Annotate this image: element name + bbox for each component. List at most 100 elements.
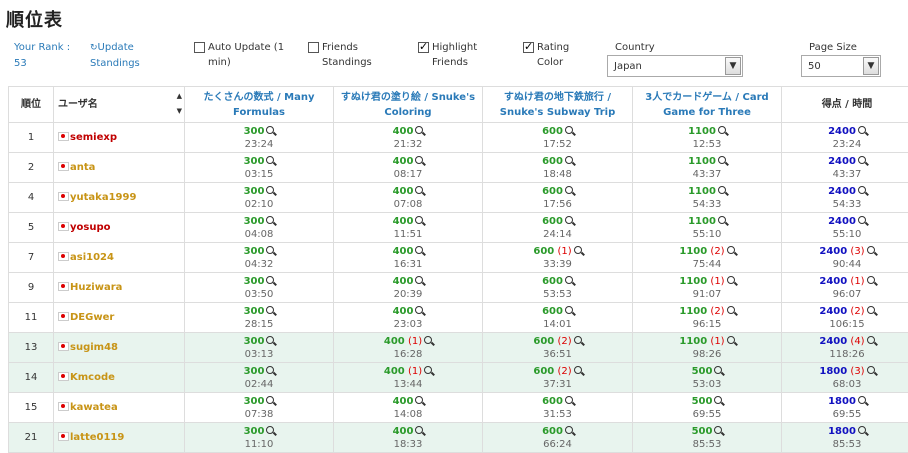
magnifier-icon[interactable]	[858, 216, 866, 224]
auto-update-checkbox[interactable]: Auto Update (1 min)	[194, 40, 286, 70]
magnifier-icon[interactable]	[574, 336, 582, 344]
magnifier-icon[interactable]	[858, 156, 866, 164]
magnifier-icon[interactable]	[266, 276, 274, 284]
magnifier-icon[interactable]	[867, 306, 875, 314]
magnifier-icon[interactable]	[415, 186, 423, 194]
chevron-down-icon[interactable]: ▼	[725, 57, 741, 75]
user-name-link[interactable]: DEGwer	[70, 312, 114, 323]
magnifier-icon[interactable]	[415, 246, 423, 254]
user-name-link[interactable]: semiexp	[70, 132, 117, 143]
magnifier-icon[interactable]	[718, 126, 726, 134]
magnifier-icon[interactable]	[565, 426, 573, 434]
checkbox-icon[interactable]	[523, 42, 534, 53]
magnifier-icon[interactable]	[727, 276, 735, 284]
magnifier-icon[interactable]	[727, 306, 735, 314]
magnifier-icon[interactable]	[718, 156, 726, 164]
magnifier-icon[interactable]	[565, 306, 573, 314]
your-rank: Your Rank : 53	[14, 40, 70, 71]
magnifier-icon[interactable]	[266, 186, 274, 194]
magnifier-icon[interactable]	[714, 366, 722, 374]
chevron-down-icon[interactable]: ▼	[863, 57, 879, 75]
problem-score-cell: 1100 (1)91:07	[633, 273, 782, 303]
magnifier-icon[interactable]	[718, 216, 726, 224]
magnifier-icon[interactable]	[858, 396, 866, 404]
magnifier-icon[interactable]	[574, 246, 582, 254]
magnifier-icon[interactable]	[415, 216, 423, 224]
magnifier-icon[interactable]	[266, 396, 274, 404]
magnifier-icon[interactable]	[424, 366, 432, 374]
magnifier-icon[interactable]	[565, 396, 573, 404]
user-name-link[interactable]: Kmcode	[70, 372, 115, 383]
magnifier-icon[interactable]	[574, 366, 582, 374]
user-name-link[interactable]: latte0119	[70, 432, 124, 443]
magnifier-icon[interactable]	[266, 126, 274, 134]
magnifier-icon[interactable]	[714, 396, 722, 404]
page-size-select[interactable]: 50 ▼	[801, 55, 881, 77]
magnifier-icon[interactable]	[266, 336, 274, 344]
magnifier-icon[interactable]	[867, 246, 875, 254]
score-value: 1100	[688, 156, 716, 167]
column-header-problem-1[interactable]: たくさんの数式 / Many Formulas	[185, 87, 334, 123]
checkbox-icon[interactable]	[308, 42, 319, 53]
column-header-user[interactable]: ユーザ名 ▲▼	[54, 87, 185, 123]
checkbox-icon[interactable]	[418, 42, 429, 53]
submit-time: 28:15	[185, 318, 333, 331]
magnifier-icon[interactable]	[858, 186, 866, 194]
total-score-cell: 2400 (3)90:44	[782, 243, 908, 273]
magnifier-icon[interactable]	[565, 216, 573, 224]
friends-standings-checkbox[interactable]: Friends Standings	[308, 40, 378, 70]
highlight-friends-checkbox[interactable]: Highlight Friends	[418, 40, 488, 70]
your-rank-value[interactable]: 53	[14, 56, 70, 71]
user-name-link[interactable]: anta	[70, 162, 95, 173]
magnifier-icon[interactable]	[424, 336, 432, 344]
user-name-link[interactable]: yutaka1999	[70, 192, 136, 203]
magnifier-icon[interactable]	[718, 186, 726, 194]
magnifier-icon[interactable]	[867, 336, 875, 344]
column-header-rank[interactable]: 順位	[9, 87, 54, 123]
magnifier-icon[interactable]	[266, 216, 274, 224]
magnifier-icon[interactable]	[714, 426, 722, 434]
magnifier-icon[interactable]	[266, 246, 274, 254]
magnifier-icon[interactable]	[727, 336, 735, 344]
magnifier-icon[interactable]	[415, 156, 423, 164]
magnifier-icon[interactable]	[415, 126, 423, 134]
magnifier-icon[interactable]	[266, 426, 274, 434]
magnifier-icon[interactable]	[867, 366, 875, 374]
total-time: 54:33	[782, 198, 908, 211]
magnifier-icon[interactable]	[266, 306, 274, 314]
magnifier-icon[interactable]	[415, 396, 423, 404]
user-name-link[interactable]: asi1024	[70, 252, 114, 263]
country-select[interactable]: Japan ▼	[607, 55, 743, 77]
column-header-problem-2[interactable]: すぬけ君の塗り絵 / Snuke's Coloring	[334, 87, 483, 123]
total-time: 118:26	[782, 348, 908, 361]
rating-color-checkbox[interactable]: Rating Color	[523, 40, 583, 70]
magnifier-icon[interactable]	[415, 426, 423, 434]
user-name-link[interactable]: sugim48	[70, 342, 118, 353]
column-header-problem-4[interactable]: 3人でカードゲーム / Card Game for Three	[633, 87, 782, 123]
magnifier-icon[interactable]	[415, 306, 423, 314]
update-standings-button[interactable]: ↻Update Standings	[90, 40, 150, 71]
magnifier-icon[interactable]	[858, 126, 866, 134]
column-header-problem-3[interactable]: すぬけ君の地下鉄旅行 / Snuke's Subway Trip	[483, 87, 633, 123]
magnifier-icon[interactable]	[727, 246, 735, 254]
magnifier-icon[interactable]	[867, 276, 875, 284]
user-name-link[interactable]: kawatea	[70, 402, 118, 413]
total-time: 55:10	[782, 228, 908, 241]
magnifier-icon[interactable]	[858, 426, 866, 434]
user-name-link[interactable]: Huziwara	[70, 282, 122, 293]
sort-arrow-icon[interactable]: ▲▼	[177, 89, 182, 119]
magnifier-icon[interactable]	[415, 276, 423, 284]
checkbox-icon[interactable]	[194, 42, 205, 53]
total-score-value: 2400	[819, 306, 847, 317]
column-header-total[interactable]: 得点 / 時間	[782, 87, 908, 123]
magnifier-icon[interactable]	[565, 276, 573, 284]
magnifier-icon[interactable]	[266, 156, 274, 164]
magnifier-icon[interactable]	[565, 126, 573, 134]
magnifier-icon[interactable]	[266, 366, 274, 374]
magnifier-icon[interactable]	[565, 156, 573, 164]
user-name-link[interactable]: yosupo	[70, 222, 111, 233]
magnifier-icon[interactable]	[565, 186, 573, 194]
score-value: 300	[244, 186, 265, 197]
